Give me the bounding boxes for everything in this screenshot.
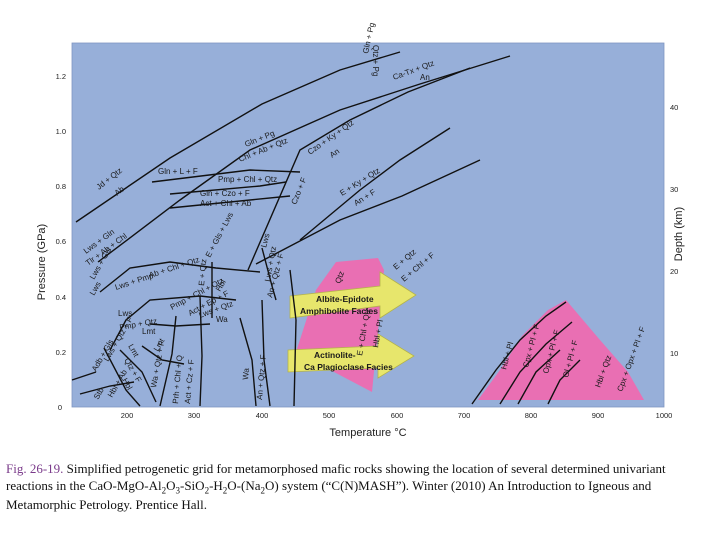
rxn-lws: Lws — [118, 309, 132, 318]
rxn-pink-qtz: Qtz — [333, 270, 346, 285]
actinolite-arrow — [287, 333, 415, 379]
facies-actinolite: Actinolite- — [314, 350, 356, 360]
depth-tick-label: 30 — [670, 185, 678, 194]
x-tick-label: 800 — [525, 411, 538, 420]
y-tick-label: 1.2 — [56, 72, 66, 81]
caption-subscript: 2 — [260, 485, 266, 496]
granulite-pink-region — [478, 300, 644, 400]
y-tick-label: 0.6 — [56, 237, 66, 246]
x-tick-label: 400 — [256, 411, 269, 420]
caption-text: -H — [209, 477, 223, 493]
caption-text: Simplified petrogenetic grid for metamor… — [6, 461, 666, 493]
figure-caption: Fig. 26-19. Simplified petrogenetic grid… — [6, 461, 712, 513]
caption-subscript: 2 — [222, 485, 228, 496]
y-tick-label: 0.4 — [56, 293, 66, 302]
y-axis-left-title: Pressure (GPa) — [36, 224, 48, 300]
caption-subscript: 2 — [204, 485, 210, 496]
rxn-act-cz: Act + Cz + F — [183, 359, 196, 404]
x-axis-title: Temperature °C — [329, 427, 406, 439]
depth-tick-label: 20 — [670, 267, 678, 276]
rxn-prh-chl: Prh + Chl + Q — [171, 355, 184, 405]
y-tick-label: 0.8 — [56, 182, 66, 191]
x-tick-label: 700 — [458, 411, 471, 420]
facies-labels: Albite-Epidote Amphibolite Facies Actino… — [300, 294, 393, 372]
y-axis-right-title: Depth (km) — [673, 207, 685, 261]
rxn-an-qtz: An + Qtz + F — [255, 354, 268, 400]
facies-amphibolite: Amphibolite Facies — [300, 306, 378, 316]
y-tick-label: 1.0 — [56, 127, 66, 136]
rxn-pmp-chl: Pmp + Chl + Qtz — [218, 175, 277, 184]
rxn-gln-czo: Gln + Czo + F — [200, 189, 250, 198]
y-axis-right: 10 20 30 40 Depth (km) — [670, 103, 685, 358]
x-axis: 200 300 400 500 600 700 800 900 1000 Tem… — [121, 411, 673, 439]
figure-number: Fig. 26-19. — [6, 461, 64, 476]
rxn-top-right-4: An — [420, 73, 430, 82]
caption-subscript: 2 — [161, 485, 167, 496]
rxn-lmt: Lmt — [142, 327, 156, 336]
caption-text: -SiO — [180, 477, 205, 493]
rxn-e-qtz: E + Qtz — [197, 259, 208, 287]
caption-subscript: 3 — [175, 485, 181, 496]
depth-tick-label: 10 — [670, 349, 678, 358]
rxn-top-right-1: Qtz + Pg — [371, 45, 380, 76]
petrogenetic-grid-figure: Qtz + Pg Gln + Pg Ca-Tx + Qtz An Jd + Qt… — [36, 22, 685, 439]
facies-ca-plagioclase: Ca Plagioclase Facies — [304, 362, 393, 372]
caption-text: O — [166, 477, 176, 493]
albite-epidote-arrow — [289, 271, 417, 319]
reaction-curves — [71, 51, 581, 407]
y-tick-label: 0 — [58, 403, 62, 412]
caption-text: O-(Na — [227, 477, 261, 493]
x-tick-label: 300 — [188, 411, 201, 420]
caption-text: O) system (“C(N)MASH”). Winter (2010) An… — [6, 477, 652, 512]
rxn-gln-lf: Gln + L + F — [158, 167, 198, 176]
depth-tick-label: 40 — [670, 103, 678, 112]
rxn-lws-an: Lws — [259, 232, 271, 248]
y-tick-label: 0.2 — [56, 348, 66, 357]
y-axis-left: 0 0.2 0.4 0.6 0.8 1.0 1.2 Pressure (GPa) — [36, 72, 66, 412]
x-tick-label: 500 — [323, 411, 336, 420]
x-tick-label: 200 — [121, 411, 134, 420]
x-tick-label: 600 — [391, 411, 404, 420]
rxn-act-chl: Act + Chl + Ab — [200, 199, 252, 208]
rxn-wa-an: Wa — [241, 367, 251, 380]
facies-albite-epidote: Albite-Epidote — [316, 294, 374, 304]
x-tick-label: 1000 — [656, 411, 673, 420]
rxn-wa: Wa — [216, 315, 228, 324]
x-tick-label: 900 — [592, 411, 605, 420]
